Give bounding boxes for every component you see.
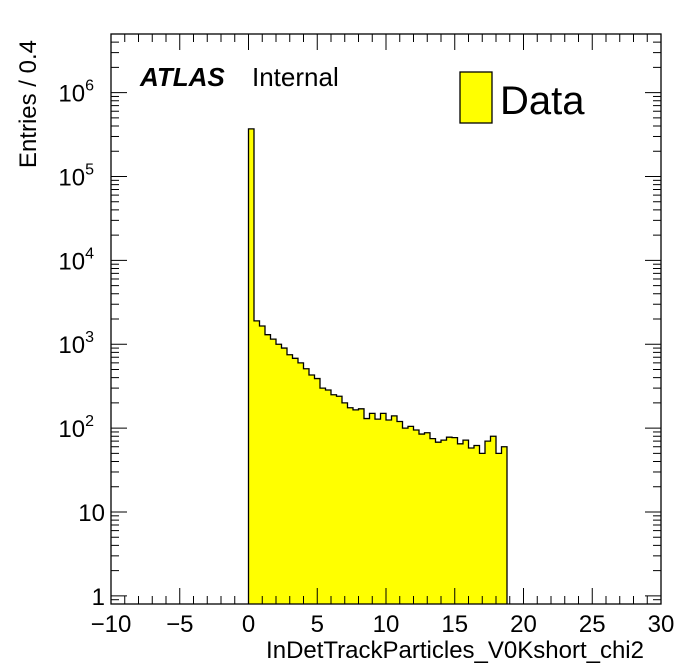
histogram-outline	[247, 128, 508, 604]
x-tick-label: 0	[242, 611, 255, 638]
x-tick-label: −10	[91, 611, 132, 638]
y-tick-label: 104	[58, 245, 94, 275]
histogram-bar	[397, 421, 403, 604]
histogram-bar	[281, 348, 288, 604]
histogram-bar	[265, 334, 271, 604]
y-tick-label: 10	[78, 500, 105, 527]
y-axis-title: Entries / 0.4	[15, 40, 42, 168]
histogram-bar	[248, 128, 255, 604]
histogram-bar	[424, 432, 431, 604]
histogram-bar	[441, 440, 447, 604]
histogram-bar	[468, 447, 475, 604]
x-tick-label: 15	[441, 611, 468, 638]
histogram-bar	[457, 443, 464, 604]
histogram-bar	[463, 440, 469, 604]
histogram-bar	[430, 438, 436, 604]
histogram-bar	[391, 415, 398, 604]
histogram-bar	[270, 339, 277, 604]
x-axis-tick-labels: −10 −5 0 5 10 15 20 25 30	[91, 611, 675, 638]
x-tick-label: 25	[579, 611, 606, 638]
histogram-bar	[375, 419, 381, 604]
histogram-bar	[446, 437, 453, 604]
y-tick-label: 105	[58, 162, 94, 192]
histogram-bar	[358, 408, 365, 604]
histogram-bar	[298, 362, 304, 604]
histogram-bar	[496, 453, 502, 604]
histogram-bar	[479, 453, 486, 604]
histogram-bar	[485, 441, 491, 604]
internal-label: Internal	[252, 62, 339, 92]
histogram-bar	[380, 413, 387, 604]
histogram-bar	[331, 394, 337, 604]
histogram-bar	[501, 446, 508, 604]
histogram-bar	[353, 409, 359, 604]
x-tick-label: 5	[311, 611, 324, 638]
legend: Data	[459, 71, 585, 124]
histogram-bar	[369, 413, 376, 604]
histogram-bar	[347, 407, 354, 604]
x-tick-label: 10	[373, 611, 400, 638]
x-tick-label: 30	[648, 611, 675, 638]
histogram-bar	[254, 320, 260, 604]
atlas-label: ATLAS	[139, 62, 225, 92]
legend-swatch	[459, 71, 493, 124]
y-axis-ticks	[111, 33, 661, 605]
x-tick-label: 20	[510, 611, 537, 638]
x-tick-label: −5	[166, 611, 193, 638]
y-tick-label: 1	[92, 584, 105, 611]
histogram-bars	[248, 128, 508, 604]
histogram-bar	[336, 396, 343, 604]
histogram-bar	[364, 418, 370, 604]
histogram-bar	[309, 374, 315, 604]
histogram-bar	[320, 388, 326, 604]
histogram-bar	[259, 326, 266, 604]
histogram-bar	[325, 389, 332, 604]
histogram-bar	[474, 445, 480, 604]
histogram-bar	[452, 437, 458, 604]
legend-label-data: Data	[500, 79, 585, 123]
histogram-bar	[287, 354, 293, 604]
histogram-bar	[419, 434, 425, 604]
y-tick-label: 106	[58, 78, 94, 108]
histogram-bar	[402, 428, 409, 604]
histogram-bar	[342, 402, 348, 604]
histogram-bar	[276, 344, 282, 604]
y-axis-tick-labels: 1 10 102 103 104 105 106	[58, 78, 105, 611]
histogram-bar	[386, 419, 392, 604]
x-axis-title: InDetTrackParticles_V0Kshort_chi2	[266, 637, 644, 664]
histogram-bar	[292, 358, 299, 604]
histogram-bar	[435, 442, 442, 604]
y-tick-label: 102	[58, 413, 94, 443]
histogram-bar	[303, 368, 310, 604]
histogram-bar	[408, 426, 414, 604]
y-tick-label: 103	[58, 329, 94, 359]
histogram-bar	[413, 429, 420, 604]
histogram-bar	[314, 378, 321, 604]
histogram-bar	[490, 436, 497, 604]
